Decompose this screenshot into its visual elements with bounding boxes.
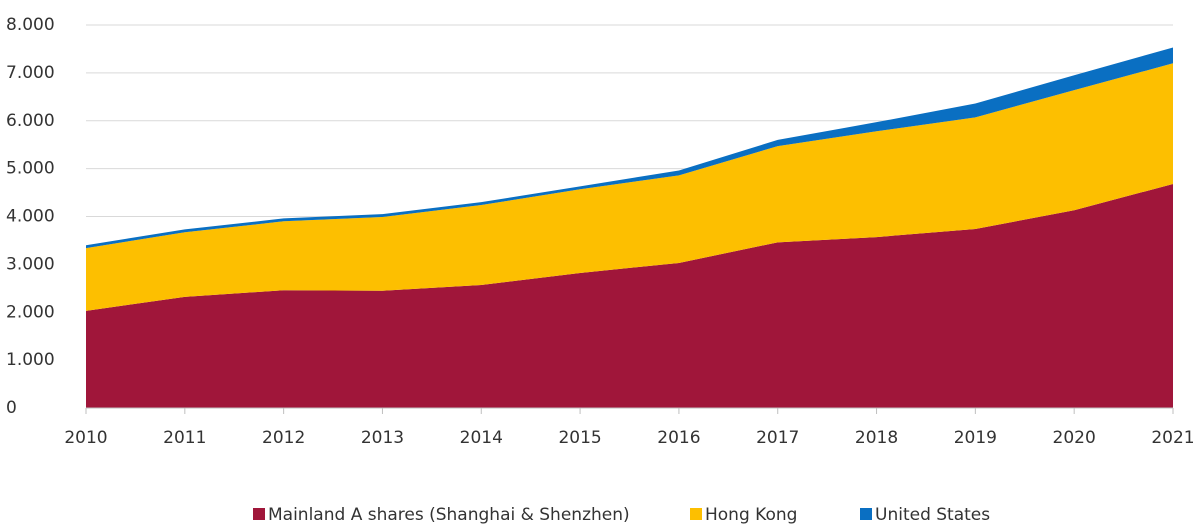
y-tick-label: 5.000 <box>6 159 55 179</box>
x-tick-label: 2015 <box>558 428 601 448</box>
x-tick-label: 2021 <box>1151 428 1194 448</box>
x-tick-label: 2010 <box>64 428 107 448</box>
x-tick-label: 2016 <box>657 428 700 448</box>
y-tick-label: 3.000 <box>6 254 55 274</box>
y-tick-label: 8.000 <box>6 15 55 35</box>
y-tick-label: 4.000 <box>6 207 55 227</box>
y-tick-label: 1.000 <box>6 350 55 370</box>
area <box>86 63 1173 311</box>
legend-label: Hong Kong <box>705 505 797 525</box>
y-tick-label: 6.000 <box>6 111 55 131</box>
legend-swatch <box>253 508 265 520</box>
legend-swatch <box>690 508 702 520</box>
y-tick-label: 7.000 <box>6 63 55 83</box>
legend-label: Mainland A shares (Shanghai & Shenzhen) <box>268 505 630 525</box>
legend-label: United States <box>875 505 990 525</box>
x-tick-label: 2018 <box>855 428 898 448</box>
x-tick-label: 2019 <box>954 428 997 448</box>
y-tick-label: 0 <box>6 398 17 418</box>
x-tick-label: 2013 <box>361 428 404 448</box>
x-tick-label: 2011 <box>163 428 206 448</box>
x-tick-label: 2017 <box>756 428 799 448</box>
x-tick-label: 2014 <box>460 428 503 448</box>
legend-swatch <box>860 508 872 520</box>
x-tick-label: 2012 <box>262 428 305 448</box>
area <box>86 183 1173 408</box>
y-tick-label: 2.000 <box>6 302 55 322</box>
x-tick-label: 2020 <box>1053 428 1096 448</box>
